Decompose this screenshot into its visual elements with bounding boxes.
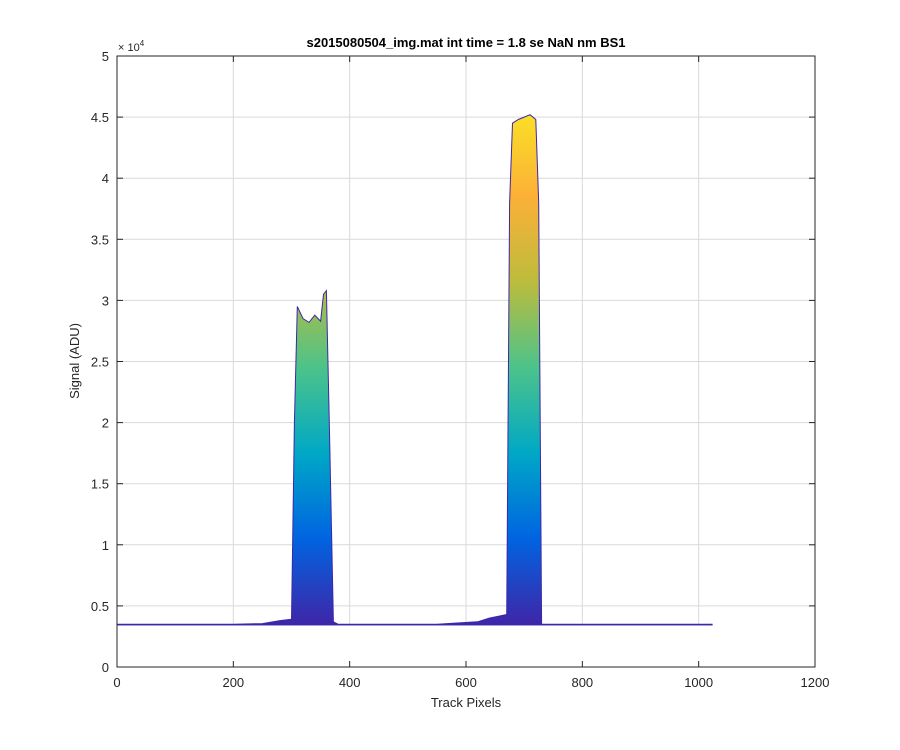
y-tick-label: 2 [102, 416, 109, 431]
x-axis-label: Track Pixels [431, 695, 502, 710]
y-exponent-label: × 104 [118, 39, 145, 54]
y-tick-label: 4 [102, 171, 109, 186]
y-exponent-base: × 10 [118, 42, 140, 54]
y-axis-label: Signal (ADU) [67, 323, 82, 399]
chart-title: s2015080504_img.mat int time = 1.8 se Na… [306, 35, 625, 50]
y-tick-label: 1.5 [91, 477, 109, 492]
y-tick-label: 3 [102, 293, 109, 308]
x-tick-label: 1200 [801, 675, 830, 690]
series-line [117, 114, 713, 625]
x-tick-label: 0 [113, 675, 120, 690]
y-tick-label: 0.5 [91, 599, 109, 614]
baseline-cover [117, 625, 815, 667]
x-tick-label: 400 [339, 675, 361, 690]
y-tick-label: 3.5 [91, 232, 109, 247]
y-tick-label: 0 [102, 660, 109, 675]
x-tick-label: 600 [455, 675, 477, 690]
y-exponent-power: 4 [140, 39, 145, 48]
y-tick-label: 1 [102, 538, 109, 553]
y-tick-label: 4.5 [91, 110, 109, 125]
x-tick-label: 200 [222, 675, 244, 690]
y-tick-label: 2.5 [91, 355, 109, 370]
data-area [117, 114, 815, 667]
axis-ticks: 0 200 400 600 800 1000 1200 0 0.5 1 1.5 2 2.5 3 3.5 4 4.… [91, 49, 830, 690]
x-tick-label: 800 [571, 675, 593, 690]
x-tick-label: 1000 [684, 675, 713, 690]
y-tick-label: 5 [102, 49, 109, 64]
